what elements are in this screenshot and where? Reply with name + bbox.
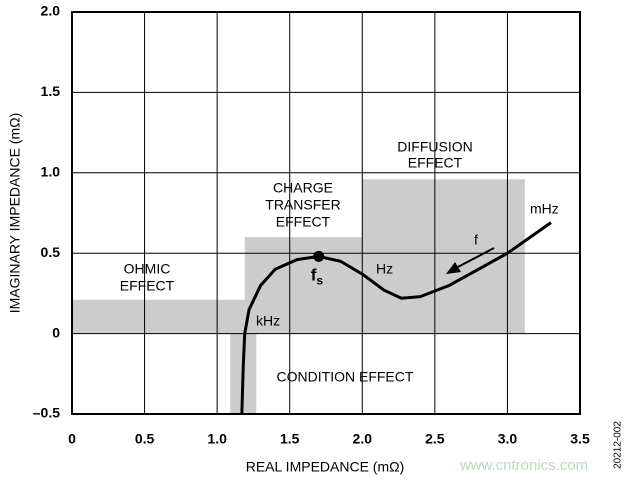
x-tick-label: 3.5 <box>570 431 590 447</box>
region-label: EFFECT <box>276 214 331 230</box>
x-tick-label: 2.0 <box>353 431 373 447</box>
region-label: TRANSFER <box>265 197 340 213</box>
x-axis-title: REAL IMPEDANCE (mΩ) <box>246 459 405 475</box>
y-tick-label: 0.5 <box>41 244 61 260</box>
x-tick-label: 2.5 <box>425 431 445 447</box>
watermark: www.cntronics.com <box>459 457 588 474</box>
annotation: f <box>474 232 478 248</box>
arrow-head <box>446 262 461 274</box>
marker-label: fs <box>311 266 324 288</box>
marker-label-sub: s <box>316 274 323 288</box>
y-axis-title: IMAGINARY IMPEDANCE (mΩ) <box>7 113 23 314</box>
annotation: Hz <box>376 261 393 277</box>
region-label: EFFECT <box>408 155 463 171</box>
marker-point <box>313 250 325 262</box>
x-tick-label: 1.0 <box>207 431 227 447</box>
region-label: EFFECT <box>120 278 175 294</box>
annotation: mHz <box>530 201 559 217</box>
y-tick-label: 1.5 <box>41 83 61 99</box>
region <box>362 179 525 334</box>
annotation: kHz <box>256 313 280 329</box>
x-tick-label: 0.5 <box>135 431 155 447</box>
region <box>72 299 245 334</box>
arrow-shaft <box>455 247 495 269</box>
region-label: DIFFUSION <box>397 139 472 155</box>
curve <box>240 221 552 415</box>
region-label: CHARGE <box>273 180 333 196</box>
region-label: CONDITION EFFECT <box>277 369 414 385</box>
x-tick-label: 0 <box>68 431 76 447</box>
y-tick-label: 0 <box>52 324 60 340</box>
plot-frame <box>71 11 581 415</box>
x-tick-label: 3.0 <box>498 431 518 447</box>
figure-id: 20212-002 <box>613 421 624 469</box>
marker-label-main: f <box>311 266 317 285</box>
y-tick-label: 2.0 <box>41 3 61 19</box>
x-tick-label: 1.5 <box>280 431 300 447</box>
region-label: OHMIC <box>124 261 171 277</box>
y-tick-label: 1.0 <box>41 164 61 180</box>
y-tick-label: –0.5 <box>33 405 60 421</box>
